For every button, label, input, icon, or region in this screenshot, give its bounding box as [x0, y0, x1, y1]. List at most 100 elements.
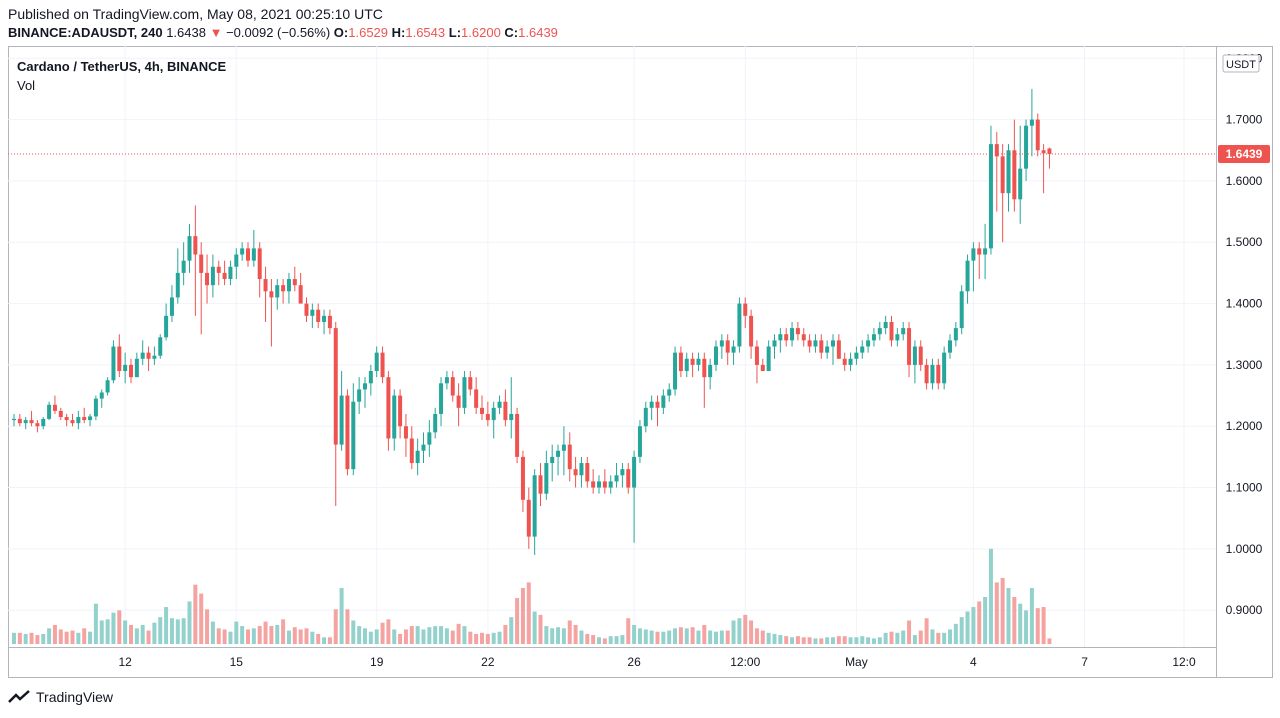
candle-body[interactable]	[327, 315, 332, 329]
candle-body[interactable]	[778, 334, 783, 341]
candle-body[interactable]	[948, 340, 952, 353]
candle-body[interactable]	[263, 279, 268, 292]
candle-body[interactable]	[907, 328, 912, 365]
candle-body[interactable]	[29, 420, 34, 424]
candle-body[interactable]	[684, 358, 689, 372]
candle-body[interactable]	[99, 392, 104, 399]
candle-body[interactable]	[591, 481, 596, 488]
candle-body[interactable]	[23, 420, 28, 424]
candle-body[interactable]	[246, 248, 250, 261]
candle-body[interactable]	[784, 334, 789, 341]
candle-body[interactable]	[88, 416, 93, 421]
candle-body[interactable]	[760, 364, 765, 372]
candle-body[interactable]	[842, 358, 847, 365]
candle-body[interactable]	[515, 413, 520, 457]
candle-body[interactable]	[883, 321, 888, 329]
candle-body[interactable]	[199, 254, 204, 273]
candle-body[interactable]	[597, 481, 601, 488]
candle-body[interactable]	[433, 413, 438, 433]
candle-body[interactable]	[649, 401, 654, 408]
candle-body[interactable]	[485, 413, 490, 421]
candle-body[interactable]	[585, 463, 590, 482]
candle-body[interactable]	[316, 309, 321, 322]
candle-body[interactable]	[614, 475, 619, 482]
candle-body[interactable]	[491, 407, 496, 421]
candle-body[interactable]	[988, 144, 993, 249]
candle-body[interactable]	[1047, 148, 1052, 154]
candle-body[interactable]	[673, 352, 678, 390]
candle-body[interactable]	[901, 328, 906, 335]
candle-body[interactable]	[129, 364, 133, 378]
candle-body[interactable]	[930, 364, 935, 384]
candle-body[interactable]	[1035, 119, 1040, 151]
candle-body[interactable]	[924, 364, 929, 384]
candle-body[interactable]	[181, 260, 186, 273]
candle-body[interactable]	[462, 377, 467, 408]
candle-body[interactable]	[509, 413, 514, 421]
candle-body[interactable]	[1012, 150, 1017, 200]
candle-body[interactable]	[790, 328, 795, 341]
candle-body[interactable]	[222, 272, 227, 280]
candle-body[interactable]	[152, 355, 157, 359]
candle-body[interactable]	[556, 450, 561, 457]
candle-body[interactable]	[708, 364, 713, 378]
candle-body[interactable]	[942, 352, 947, 384]
candle-body[interactable]	[298, 285, 303, 304]
candle-body[interactable]	[380, 352, 385, 378]
candle-body[interactable]	[848, 358, 853, 365]
candle-body[interactable]	[754, 346, 759, 365]
candle-body[interactable]	[409, 438, 414, 464]
candle-body[interactable]	[807, 340, 812, 347]
candle-body[interactable]	[363, 383, 367, 390]
candle-body[interactable]	[345, 395, 350, 470]
candle-body[interactable]	[503, 401, 508, 421]
candle-body[interactable]	[187, 236, 192, 261]
candle-body[interactable]	[983, 248, 988, 255]
candle-body[interactable]	[1006, 150, 1011, 194]
candle-body[interactable]	[415, 450, 420, 464]
candle-body[interactable]	[64, 417, 69, 421]
candle-body[interactable]	[831, 340, 835, 347]
candle-body[interactable]	[456, 395, 461, 408]
candle-body[interactable]	[392, 395, 397, 439]
candle-body[interactable]	[123, 364, 128, 372]
candle-body[interactable]	[257, 248, 262, 280]
candle-body[interactable]	[854, 352, 859, 359]
candle-body[interactable]	[632, 456, 637, 488]
candle-body[interactable]	[286, 279, 291, 292]
candle-body[interactable]	[532, 475, 537, 537]
candle-body[interactable]	[667, 389, 672, 396]
candle-body[interactable]	[322, 315, 327, 322]
candle-body[interactable]	[47, 404, 52, 419]
candle-body[interactable]	[866, 340, 871, 347]
candle-body[interactable]	[374, 352, 379, 372]
candle-body[interactable]	[117, 346, 122, 372]
candle-body[interactable]	[871, 334, 876, 341]
candle-body[interactable]	[561, 444, 566, 451]
candle-body[interactable]	[795, 328, 800, 335]
tradingview-logo[interactable]: TradingView	[8, 689, 113, 705]
candle-body[interactable]	[368, 371, 373, 384]
candle-body[interactable]	[702, 358, 707, 378]
candle-body[interactable]	[971, 248, 976, 261]
candle-body[interactable]	[889, 321, 894, 341]
candle-body[interactable]	[643, 407, 648, 427]
candle-body[interactable]	[17, 418, 22, 424]
candle-body[interactable]	[140, 352, 145, 359]
candle-body[interactable]	[860, 346, 865, 353]
candle-body[interactable]	[292, 279, 297, 286]
candle-body[interactable]	[819, 340, 824, 353]
candle-body[interactable]	[216, 266, 221, 273]
candle-body[interactable]	[877, 328, 882, 335]
candle-body[interactable]	[468, 377, 473, 390]
candle-body[interactable]	[567, 444, 572, 470]
candle-body[interactable]	[444, 377, 449, 384]
candle-body[interactable]	[637, 426, 642, 457]
candle-body[interactable]	[825, 346, 830, 353]
candle-body[interactable]	[696, 358, 701, 365]
candle-body[interactable]	[275, 285, 280, 298]
candle-body[interactable]	[690, 358, 695, 365]
candle-body[interactable]	[333, 328, 338, 445]
candle-body[interactable]	[836, 340, 841, 359]
candle-body[interactable]	[134, 358, 139, 378]
